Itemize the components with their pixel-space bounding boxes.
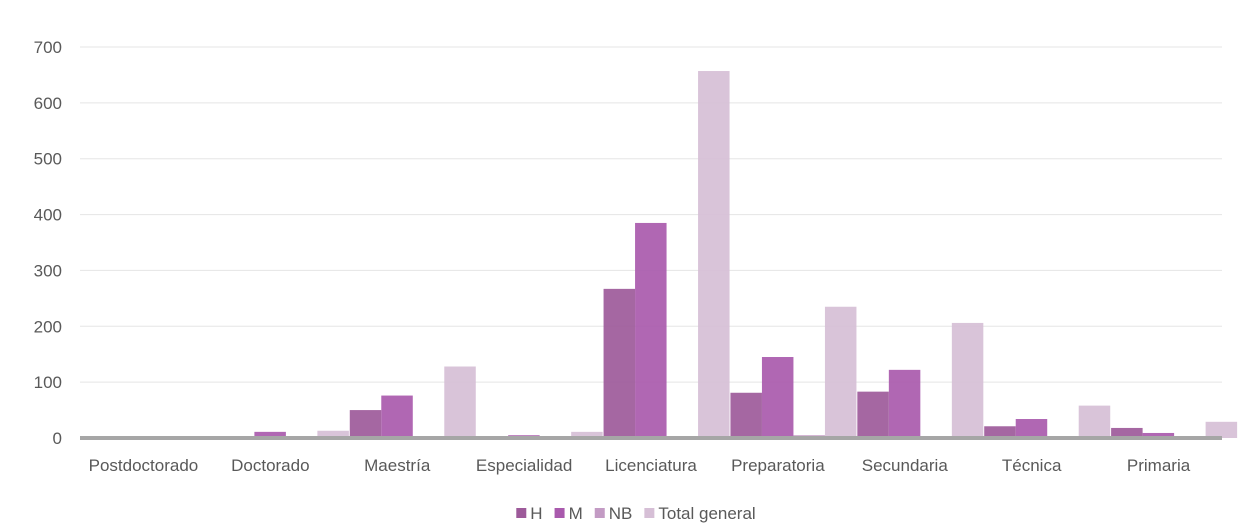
y-tick-label: 200 — [34, 317, 62, 336]
bar-m-1 — [254, 431, 286, 438]
bar-m-7 — [1015, 419, 1048, 438]
x-axis-tick-labels: Postdoctorado Doctorado Maestría Especialid… — [89, 456, 1191, 475]
y-tick-label: 0 — [53, 429, 62, 448]
x-tick-label: Licenciatura — [605, 456, 697, 475]
legend-swatch-h — [516, 508, 527, 518]
y-axis-tick-labels: 0 100 200 300 400 500 600 700 — [34, 38, 62, 448]
bar-m-2 — [381, 395, 413, 438]
x-tick-label: Técnica — [1002, 456, 1062, 475]
legend-label: NB — [609, 504, 633, 523]
legend-swatch-nb — [594, 508, 605, 518]
x-tick-label: Postdoctorado — [89, 456, 199, 475]
y-tick-label: 100 — [34, 373, 62, 392]
x-tick-label: Primaria — [1127, 456, 1191, 475]
bar-total-general-1 — [317, 430, 349, 438]
y-tick-label: 600 — [34, 94, 62, 113]
legend-label: M — [569, 504, 583, 523]
x-axis — [80, 436, 1222, 440]
bar-total-general-6 — [951, 322, 984, 438]
x-tick-label: Secundaria — [862, 456, 949, 475]
bar-total-general-8 — [1205, 421, 1238, 438]
legend-swatch-m — [554, 508, 565, 518]
bar-total-general-7 — [1078, 405, 1111, 438]
bar-total-general-2 — [444, 366, 476, 438]
bar-m-5 — [761, 357, 794, 438]
y-tick-label: 400 — [34, 206, 62, 225]
bar-total-general-3 — [571, 431, 603, 438]
bar-h-8 — [1111, 427, 1143, 438]
bar-total-general-4 — [698, 71, 730, 439]
x-tick-label: Especialidad — [476, 456, 572, 475]
y-tick-label: 700 — [34, 38, 62, 57]
bar-m-4 — [635, 222, 667, 438]
bar-h-6 — [857, 391, 889, 438]
legend-swatch-total-general — [644, 508, 655, 518]
bar-h-2 — [349, 410, 382, 438]
bar-h-5 — [730, 392, 762, 438]
legend-label: H — [530, 504, 542, 523]
bar-m-8 — [1142, 432, 1175, 438]
x-axis-line — [80, 436, 1222, 440]
y-tick-label: 300 — [34, 261, 62, 280]
legend: H M NB Total general — [516, 504, 756, 523]
bars — [254, 71, 1238, 439]
legend-label: Total general — [658, 504, 755, 523]
y-tick-label: 500 — [34, 150, 62, 169]
bar-m-6 — [888, 369, 921, 438]
bar-h-4 — [603, 288, 636, 438]
bar-h-7 — [984, 426, 1016, 438]
x-tick-label: Preparatoria — [731, 456, 825, 475]
bar-total-general-5 — [824, 306, 857, 438]
x-tick-label: Doctorado — [231, 456, 309, 475]
x-tick-label: Maestría — [364, 456, 431, 475]
